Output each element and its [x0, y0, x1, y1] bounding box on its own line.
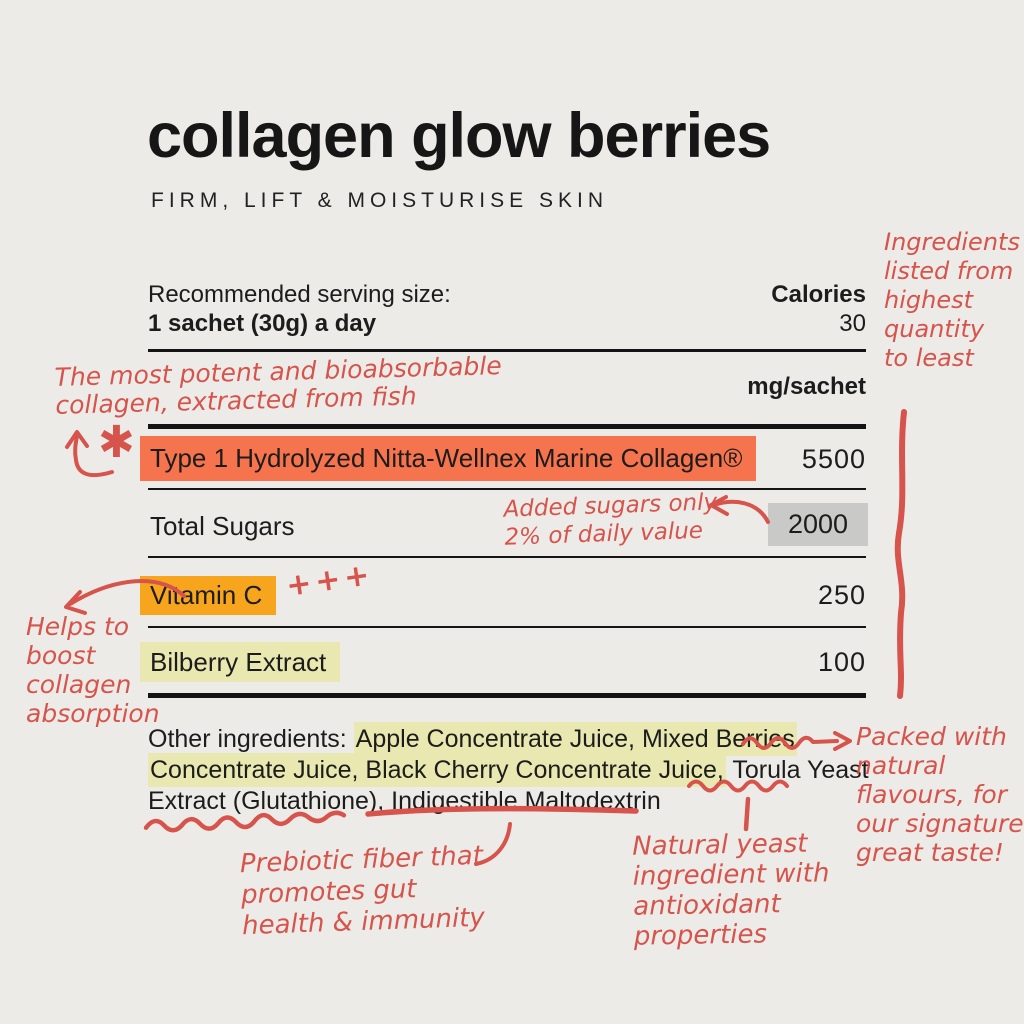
note-prebiotic-fiber: Prebiotic fiber that promotes gut health…	[239, 840, 486, 942]
ingredient-bilberry-value: 100	[817, 647, 866, 677]
ingredient-sugars-value-chip: 2000	[768, 503, 868, 546]
table-rule	[148, 556, 866, 558]
ingredient-collagen-chip: Type 1 Hydrolyzed Nitta-Wellnex Marine C…	[140, 436, 757, 481]
note-helps-absorption: Helps to boost collagen absorption	[26, 612, 160, 728]
wavy-underline-icon	[687, 779, 789, 793]
table-rule	[148, 349, 866, 352]
table-rule	[148, 693, 866, 698]
ingredient-sugars-value: 2000	[787, 509, 849, 539]
curved-down-left-arrow-icon	[64, 579, 186, 615]
other-ingredients-line2: Concentrate Juice, Black Cherry Concentr…	[148, 753, 869, 787]
table-rule	[148, 488, 866, 490]
serving-size-value: 1 sachet (30g) a day	[148, 310, 377, 337]
squiggle-right-arrow-icon	[741, 731, 852, 751]
note-added-sugars: Added sugars only 2% of daily value	[503, 489, 718, 551]
curved-left-arrow-icon	[709, 495, 770, 524]
note-natural-flavours: Packed with natural flavours, for our si…	[856, 722, 1024, 867]
unit-header: mg/sachet	[747, 373, 866, 400]
plain-ingredients: Torula Yeast	[725, 756, 869, 784]
curved-connector-icon	[474, 822, 512, 866]
table-rule	[148, 626, 866, 628]
curved-up-arrow-icon	[65, 430, 114, 478]
table-rule	[148, 424, 866, 429]
ingredient-bilberry-label: Bilberry Extract	[150, 646, 327, 677]
other-ingredients-prefix: Other ingredients:	[148, 725, 354, 753]
squiggle-underline-icon	[143, 810, 347, 833]
product-title: collagen glow berries	[147, 101, 771, 171]
calories-value: 30	[839, 310, 866, 337]
straight-underline-icon	[365, 805, 639, 817]
ingredient-collagen-value: 5500	[801, 444, 866, 474]
other-ingredients-line1: Other ingredients: Apple Concentrate Jui…	[148, 722, 869, 756]
calories-label: Calories	[771, 281, 866, 308]
ingredient-sugars-label: Total Sugars	[150, 511, 295, 541]
asterisk-icon: ✱	[98, 417, 135, 468]
highlighted-ingredients: Apple Concentrate Juice, Mixed Berries	[353, 722, 797, 756]
ingredient-collagen-label: Type 1 Hydrolyzed Nitta-Wellnex Marine C…	[150, 443, 743, 473]
note-ingredients-order: Ingredients listed from highest quantity…	[884, 228, 1020, 372]
highlighted-ingredients: Concentrate Juice, Black Cherry Concentr…	[148, 753, 726, 787]
ingredient-bilberry-chip: Bilberry Extract	[140, 642, 341, 682]
serving-size-label: Recommended serving size:	[148, 281, 451, 308]
vertical-bracket-line-icon	[894, 409, 907, 699]
note-collagen-source: The most potent and bioabsorbable collag…	[54, 351, 503, 420]
connector-line-icon	[743, 796, 751, 832]
note-natural-yeast: Natural yeast ingredient with antioxidan…	[631, 828, 830, 952]
ingredient-vitaminc-value: 250	[817, 580, 866, 610]
product-subtitle: FIRM, LIFT & MOISTURISE SKIN	[151, 189, 608, 212]
